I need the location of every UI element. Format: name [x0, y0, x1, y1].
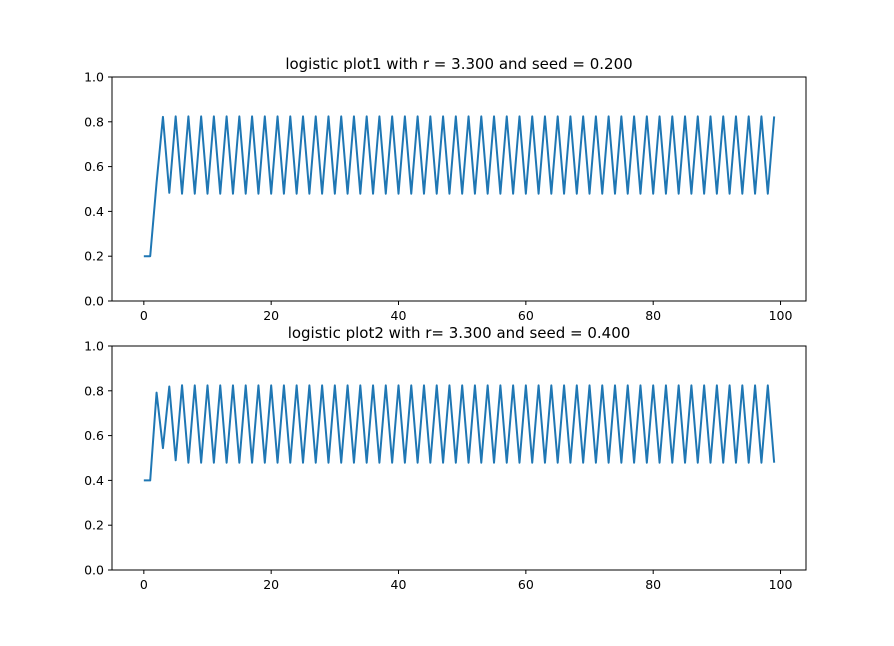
subplot-1-plot-area: 0 20 40 60 80 100 0.0 0.2 0.4 0.6 0.8 1.0: [84, 70, 807, 323]
x-tick-label: 40: [391, 577, 407, 592]
x-tick-label: 20: [263, 577, 279, 592]
y-tick-label: 0.8: [84, 383, 104, 398]
subplot-2-title: logistic plot2 with r= 3.300 and seed = …: [288, 324, 631, 342]
y-tick-label: 0.8: [84, 114, 104, 129]
x-tick-label: 100: [769, 308, 793, 323]
x-tick-label: 80: [645, 308, 661, 323]
x-tick-label: 40: [391, 308, 407, 323]
x-tick-label: 0: [140, 577, 148, 592]
axes-frame: [111, 345, 807, 571]
y-tick-label: 0.2: [84, 249, 104, 264]
subplot-2-plot-area: 0 20 40 60 80 100 0.0 0.2 0.4 0.6 0.8 1.0: [84, 339, 807, 592]
y-tick-label: 0.4: [84, 473, 104, 488]
subplot-1: logistic plot1 with r = 3.300 and seed =…: [84, 55, 807, 323]
y-tick-label: 1.0: [84, 339, 104, 354]
y-tick-label: 0.4: [84, 204, 104, 219]
y-tick-label: 0.0: [84, 563, 104, 578]
y-tick-label: 1.0: [84, 70, 104, 85]
subplot-2: logistic plot2 with r= 3.300 and seed = …: [84, 324, 807, 592]
x-tick-label: 60: [518, 577, 534, 592]
y-tick-label: 0.6: [84, 428, 104, 443]
x-tick-label: 80: [645, 577, 661, 592]
x-tick-label: 20: [263, 308, 279, 323]
x-tick-label: 60: [518, 308, 534, 323]
y-tick-label: 0.0: [84, 294, 104, 309]
x-tick-label: 100: [769, 577, 793, 592]
series-line-1: [143, 384, 776, 482]
x-tick-label: 0: [140, 308, 148, 323]
axes-frame: [111, 76, 807, 302]
y-tick-label: 0.6: [84, 159, 104, 174]
series-line-1: [143, 115, 776, 258]
subplot-1-title: logistic plot1 with r = 3.300 and seed =…: [285, 55, 632, 73]
y-tick-label: 0.2: [84, 518, 104, 533]
